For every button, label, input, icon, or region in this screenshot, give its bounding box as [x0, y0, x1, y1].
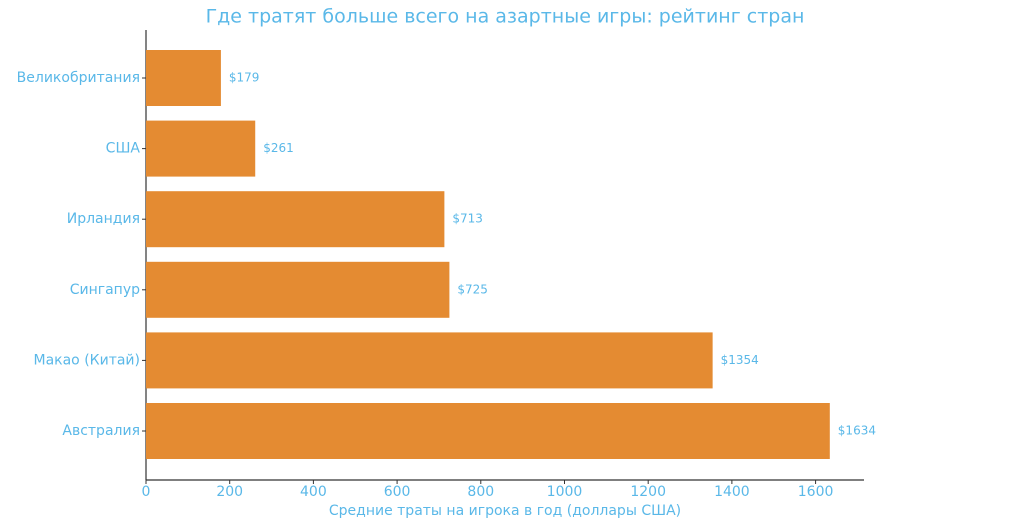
x-tick-label: 1400: [714, 484, 750, 500]
y-tick-label: Великобритания: [17, 70, 140, 86]
bar: [146, 403, 830, 459]
bar: [146, 261, 450, 318]
x-tick-label: 1200: [630, 484, 666, 500]
value-label: $1354: [721, 353, 759, 367]
x-tick-label: 800: [467, 484, 494, 500]
value-label: $725: [457, 282, 488, 296]
value-label: $713: [452, 212, 483, 226]
y-tick-label: Австралия: [62, 423, 140, 439]
bar: [146, 191, 445, 248]
x-tick-label: 0: [142, 484, 151, 500]
bar: [146, 332, 713, 389]
value-label: $1634: [838, 424, 876, 438]
value-label: $261: [263, 141, 294, 155]
bar: [146, 50, 221, 106]
x-axis-label: Средние траты на игрока в год (доллары С…: [329, 503, 681, 519]
x-tick-label: 1600: [798, 484, 834, 500]
chart-title: Где тратят больше всего на азартные игры…: [206, 6, 805, 28]
x-tick-label: 400: [300, 484, 327, 500]
y-tick-label: США: [106, 141, 141, 157]
value-label: $179: [229, 71, 260, 85]
x-tick-label: 1000: [547, 484, 583, 500]
bar: [146, 120, 256, 177]
y-tick-label: Ирландия: [67, 211, 140, 227]
y-tick-label: Сингапур: [70, 282, 140, 298]
y-tick-label: Макао (Китай): [33, 352, 140, 368]
x-tick-label: 600: [384, 484, 411, 500]
x-tick-label: 200: [216, 484, 243, 500]
